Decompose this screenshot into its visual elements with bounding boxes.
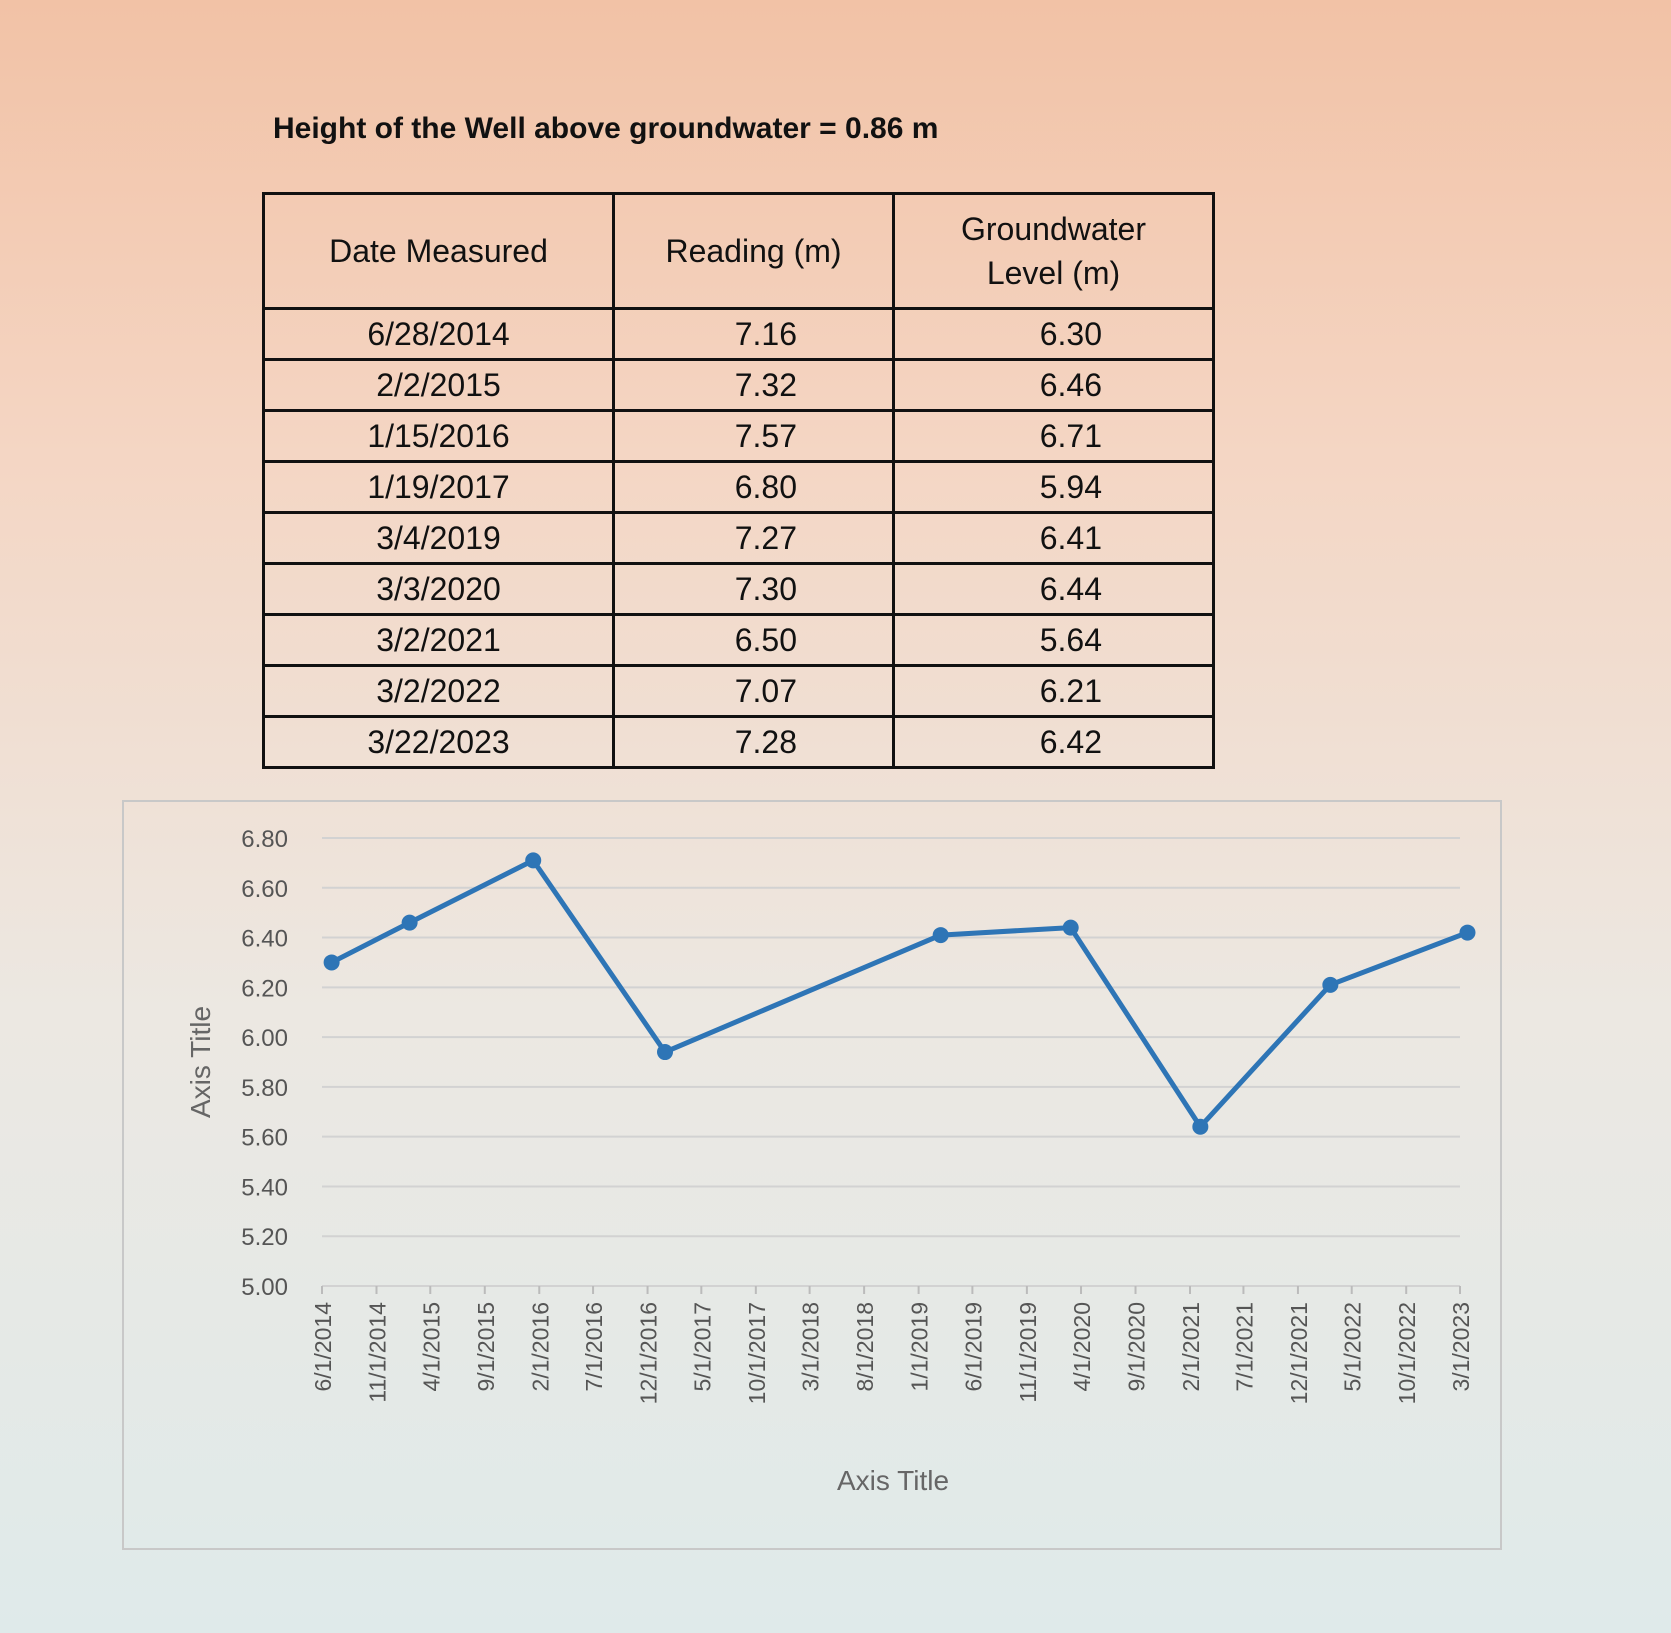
x-tick-label: 2/1/2016	[527, 1302, 553, 1392]
cell-level: 6.46	[892, 358, 1215, 412]
x-tick-label: 5/1/2017	[689, 1302, 715, 1392]
x-tick-label: 12/1/2021	[1286, 1302, 1312, 1404]
cell-level: 6.41	[892, 511, 1215, 565]
cell-reading: 7.07	[612, 664, 895, 718]
x-tick-label: 6/1/2014	[310, 1302, 336, 1392]
cell-reading: 7.30	[612, 562, 895, 616]
groundwater-table: Date Measured Reading (m) Groundwater Le…	[262, 192, 1215, 769]
cell-level: 6.44	[892, 562, 1215, 616]
data-point	[1459, 924, 1476, 941]
y-tick-label: 6.20	[241, 975, 288, 1002]
header-date-measured: Date Measured	[262, 192, 615, 310]
cell-reading: 6.80	[612, 460, 895, 514]
x-tick-label: 10/1/2022	[1394, 1302, 1420, 1404]
table-row: 6/28/2014 7.16 6.30	[262, 307, 1215, 361]
y-tick-label: 6.00	[241, 1025, 288, 1052]
x-tick-label: 4/1/2015	[418, 1302, 444, 1392]
table-row: 3/22/2023 7.28 6.42	[262, 715, 1215, 769]
x-tick-label: 7/1/2021	[1231, 1302, 1257, 1392]
table-row: 1/15/2016 7.57 6.71	[262, 409, 1215, 463]
x-tick-label: 10/1/2017	[744, 1302, 770, 1404]
x-tick-label: 11/1/2014	[364, 1302, 390, 1403]
cell-date: 1/19/2017	[262, 460, 615, 514]
x-tick-label: 9/1/2020	[1124, 1302, 1150, 1392]
x-tick-label: 4/1/2020	[1069, 1302, 1095, 1392]
table-row: 3/4/2019 7.27 6.41	[262, 511, 1215, 565]
y-tick-label: 6.80	[241, 826, 288, 853]
data-point	[932, 927, 949, 944]
cell-date: 2/2/2015	[262, 358, 615, 412]
table-row: 3/2/2022 7.07 6.21	[262, 664, 1215, 718]
y-tick-label: 6.40	[241, 926, 288, 953]
cell-reading: 7.28	[612, 715, 895, 769]
cell-date: 3/2/2021	[262, 613, 615, 667]
x-axis-title: Axis Title	[837, 1465, 949, 1496]
cell-level: 6.30	[892, 307, 1215, 361]
cell-level: 6.71	[892, 409, 1215, 463]
data-point	[323, 954, 340, 971]
x-tick-label: 3/1/2018	[798, 1302, 824, 1392]
cell-reading: 7.27	[612, 511, 895, 565]
x-tick-label: 1/1/2019	[907, 1302, 933, 1392]
y-axis-title: Axis Title	[185, 1006, 216, 1118]
data-point	[401, 914, 418, 931]
cell-reading: 7.57	[612, 409, 895, 463]
header-groundwater-level: Groundwater Level (m)	[892, 192, 1215, 310]
y-tick-label: 5.20	[241, 1224, 288, 1251]
cell-date: 3/4/2019	[262, 511, 615, 565]
header-groundwater-line2: Level (m)	[986, 255, 1121, 291]
table-header-row: Date Measured Reading (m) Groundwater Le…	[262, 192, 1215, 310]
data-point	[657, 1044, 674, 1061]
cell-date: 3/22/2023	[262, 715, 615, 769]
data-point	[1062, 919, 1079, 936]
chart-area	[122, 800, 1502, 1550]
y-tick-label: 5.00	[241, 1274, 288, 1301]
cell-reading: 7.32	[612, 358, 895, 412]
cell-level: 6.21	[892, 664, 1215, 718]
x-tick-label: 3/1/2023	[1448, 1302, 1474, 1392]
data-point	[525, 852, 542, 869]
header-reading: Reading (m)	[612, 192, 895, 310]
table-row: 3/2/2021 6.50 5.64	[262, 613, 1215, 667]
table-row: 3/3/2020 7.30 6.44	[262, 562, 1215, 616]
x-tick-label: 2/1/2021	[1178, 1302, 1204, 1392]
cell-date: 3/2/2022	[262, 664, 615, 718]
page-heading: Height of the Well above groundwater = 0…	[273, 112, 939, 145]
cell-reading: 6.50	[612, 613, 895, 667]
x-tick-label: 6/1/2019	[960, 1302, 986, 1392]
y-tick-label: 6.60	[241, 876, 288, 903]
y-tick-label: 5.60	[241, 1125, 288, 1152]
y-tick-label: 5.80	[241, 1075, 288, 1102]
cell-level: 5.64	[892, 613, 1215, 667]
x-tick-label: 11/1/2019	[1015, 1302, 1041, 1403]
cell-date: 3/3/2020	[262, 562, 615, 616]
data-point	[1192, 1118, 1209, 1135]
x-tick-label: 5/1/2022	[1340, 1302, 1366, 1392]
x-tick-label: 9/1/2015	[473, 1302, 499, 1392]
table-row: 1/19/2017 6.80 5.94	[262, 460, 1215, 514]
cell-level: 6.42	[892, 715, 1215, 769]
y-tick-label: 5.40	[241, 1174, 288, 1201]
cell-level: 5.94	[892, 460, 1215, 514]
x-tick-label: 12/1/2016	[636, 1302, 662, 1404]
x-tick-label: 7/1/2016	[581, 1302, 607, 1392]
header-groundwater-line1: Groundwater	[961, 211, 1146, 247]
data-point	[1322, 976, 1339, 993]
x-tick-label: 8/1/2018	[852, 1302, 878, 1392]
cell-date: 6/28/2014	[262, 307, 615, 361]
cell-reading: 7.16	[612, 307, 895, 361]
cell-date: 1/15/2016	[262, 409, 615, 463]
table-row: 2/2/2015 7.32 6.46	[262, 358, 1215, 412]
